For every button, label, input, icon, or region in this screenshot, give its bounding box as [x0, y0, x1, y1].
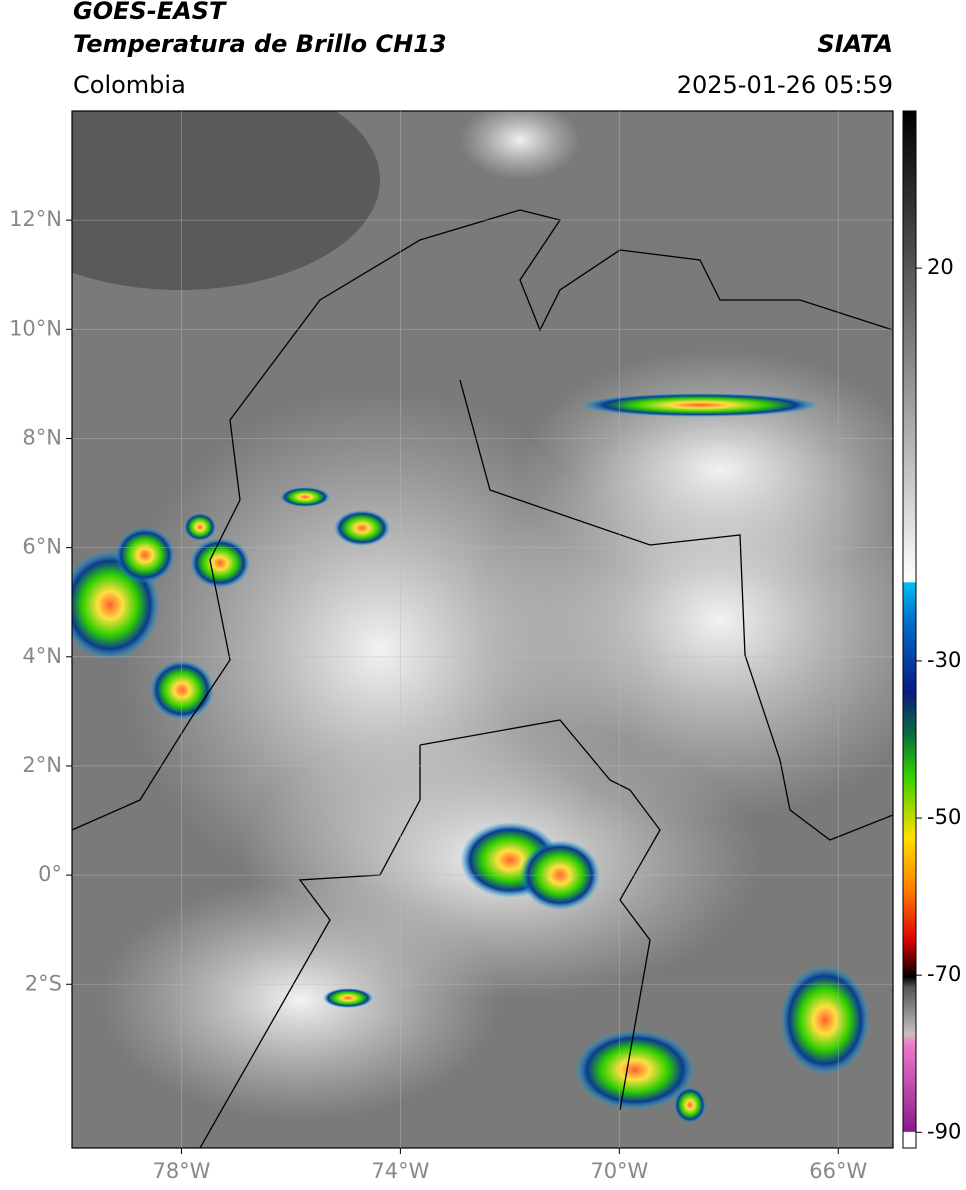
colorbar-tick-label: -30	[927, 648, 961, 672]
datetime: 2025-01-26 05:59	[677, 71, 893, 99]
title: GOES-EAST	[73, 0, 227, 25]
colorbar	[902, 110, 917, 1149]
y-tick-label: 12°N	[9, 207, 62, 231]
colorbar-tick-label: 20	[927, 255, 954, 279]
map-frame	[71, 110, 894, 1149]
y-tick-label: 10°N	[9, 316, 62, 340]
x-tick-label: 78°W	[152, 1159, 210, 1183]
x-tick-label: 70°W	[590, 1159, 648, 1183]
imagery	[72, 111, 893, 1148]
colorbar-tick-label: -90	[927, 1119, 961, 1143]
border-lines	[72, 209, 893, 1148]
y-tick-label: 2°N	[22, 753, 62, 777]
x-tick-label: 74°W	[371, 1159, 429, 1183]
source: SIATA	[817, 30, 893, 58]
region: Colombia	[73, 71, 186, 99]
y-tick-label: 8°N	[22, 425, 62, 449]
subtitle: Temperatura de Brillo CH13	[73, 30, 447, 58]
colorbar-tick-label: -70	[927, 962, 961, 986]
y-tick-label: 2°S	[25, 971, 62, 995]
y-tick-label: 6°N	[22, 535, 62, 559]
x-tick-label: 66°W	[809, 1159, 867, 1183]
y-tick-label: 4°N	[22, 644, 62, 668]
y-tick-label: 0°	[38, 862, 62, 886]
colorbar-tick-label: -50	[927, 805, 961, 829]
